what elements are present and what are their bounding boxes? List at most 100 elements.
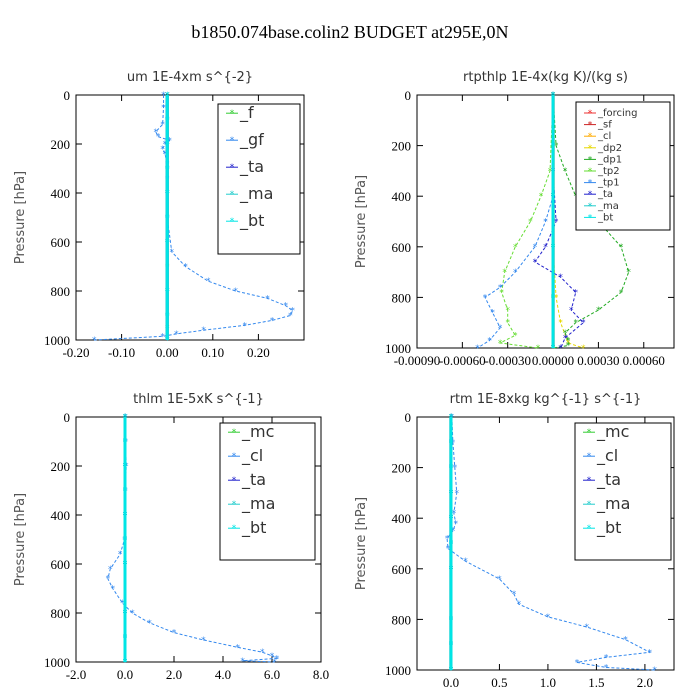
legend-entry: _tp2: [597, 166, 620, 177]
series-point: *: [233, 287, 238, 297]
series-point: *: [563, 329, 568, 339]
series-point: *: [275, 654, 280, 664]
series-point: *: [165, 336, 170, 346]
series-point: *: [551, 142, 556, 152]
series-point: *: [123, 658, 128, 668]
x-tick-label: 6.0: [264, 667, 280, 682]
x-tick-label: 8.0: [313, 667, 329, 682]
series-point: *: [165, 189, 170, 199]
x-tick-label: 0.0: [117, 667, 133, 682]
series-point: *: [290, 307, 295, 317]
series-point: *: [449, 666, 454, 676]
series-point: *: [581, 344, 586, 354]
series-point: *: [123, 560, 128, 570]
series-point: *: [270, 652, 275, 662]
chart-um: um 1E-4xm s^{-2} Pressure [hPa] 0 200 400 600…: [13, 70, 305, 360]
series-point: *: [543, 243, 548, 253]
series-point: *: [566, 341, 571, 351]
legend-marker: *: [588, 167, 593, 177]
x-tick-label: 1.0: [540, 675, 556, 690]
series-point: *: [160, 145, 165, 155]
legend-entry: _ma: [597, 201, 619, 212]
y-axis-label: Pressure [hPa]: [354, 497, 369, 590]
series-point: *: [554, 218, 559, 228]
series-point: *: [554, 142, 559, 152]
series-point: *: [154, 128, 159, 138]
legend-entry: _ta: [241, 470, 266, 490]
series-point: *: [111, 585, 116, 595]
x-tick-label: -0.00030: [484, 353, 531, 368]
series-point: *: [161, 91, 166, 101]
y-tick-label: 0: [64, 410, 71, 425]
series-point: *: [160, 332, 165, 342]
series-point: *: [165, 140, 170, 150]
legend-entry: _bt: [239, 211, 264, 231]
y-tick-label: 200: [51, 459, 71, 474]
legend-marker: *: [588, 213, 593, 223]
series-point: *: [505, 319, 510, 329]
legend-marker: *: [230, 136, 235, 146]
legend-entry: _cl: [597, 131, 611, 142]
legend-marker: *: [588, 179, 593, 189]
series-point: *: [551, 91, 556, 101]
series-point: *: [455, 489, 460, 499]
legend-marker: *: [588, 121, 593, 131]
series-point: *: [558, 273, 563, 283]
series-point: *: [497, 575, 502, 585]
series-cl-line: [446, 416, 655, 671]
series-point: *: [123, 634, 128, 644]
legend-marker: *: [587, 500, 592, 510]
series-point: *: [505, 306, 510, 316]
legend-entry: _ma: [241, 494, 275, 514]
plot-frame: [416, 416, 675, 671]
series-point: *: [528, 218, 533, 228]
series-point: *: [498, 324, 503, 334]
series-point: *: [449, 514, 454, 524]
series-point: *: [449, 666, 454, 676]
series-point: *: [453, 464, 458, 474]
chart-rtpthlp: rtpthlp 1E-4x(kg K)/(kg s) Pressure [hPa]…: [354, 70, 675, 368]
series-point: *: [449, 666, 454, 676]
series-point: *: [551, 344, 556, 354]
series-point: *: [160, 120, 165, 130]
series-point: *: [165, 238, 170, 248]
legend-marker: *: [587, 524, 592, 534]
y-axis-label: Pressure [hPa]: [13, 493, 28, 586]
series-point: *: [533, 258, 538, 268]
chart-title: rtpthlp 1E-4x(kg K)/(kg s): [463, 70, 628, 85]
chart-rtm: rtm 1E-8xkg kg^{-1} s^{-1} Pressure [hPa]…: [354, 392, 675, 690]
series-point: *: [512, 590, 517, 600]
legend: * _f * _gf * _ta * _ma * _bt: [217, 103, 301, 255]
x-tick-label: 0.00000: [532, 353, 574, 368]
series-point: *: [106, 575, 111, 585]
series-point: *: [463, 557, 468, 567]
series-point: *: [451, 527, 456, 537]
legend-entry: _cl: [596, 446, 618, 466]
series-dp1-line: [552, 94, 630, 349]
legend-marker: *: [588, 202, 593, 212]
y-tick-label: 200: [392, 461, 412, 476]
y-tick-label: 400: [392, 189, 412, 204]
series-point: *: [123, 536, 128, 546]
x-tick-label: -0.00090: [394, 353, 441, 368]
series-point: *: [584, 623, 589, 633]
series-point: *: [536, 344, 541, 354]
series-point: *: [551, 243, 556, 253]
plot-frame: [416, 94, 675, 349]
y-tick-label: 600: [51, 235, 71, 250]
series-point: *: [265, 294, 270, 304]
series-point: *: [242, 321, 247, 331]
legend-marker: *: [230, 217, 235, 227]
series-point: *: [123, 462, 128, 472]
series-point: *: [475, 344, 480, 354]
series-point: *: [201, 636, 206, 646]
y-tick-label: 1000: [44, 333, 70, 348]
series-point: *: [165, 336, 170, 346]
series-point: *: [449, 489, 454, 499]
legend-box: [574, 422, 672, 561]
series-point: *: [551, 192, 556, 202]
series-point: *: [573, 288, 578, 298]
series-tp2-line: [498, 94, 554, 349]
legend-entry: _tp1: [597, 178, 620, 189]
series-point: *: [92, 336, 97, 346]
